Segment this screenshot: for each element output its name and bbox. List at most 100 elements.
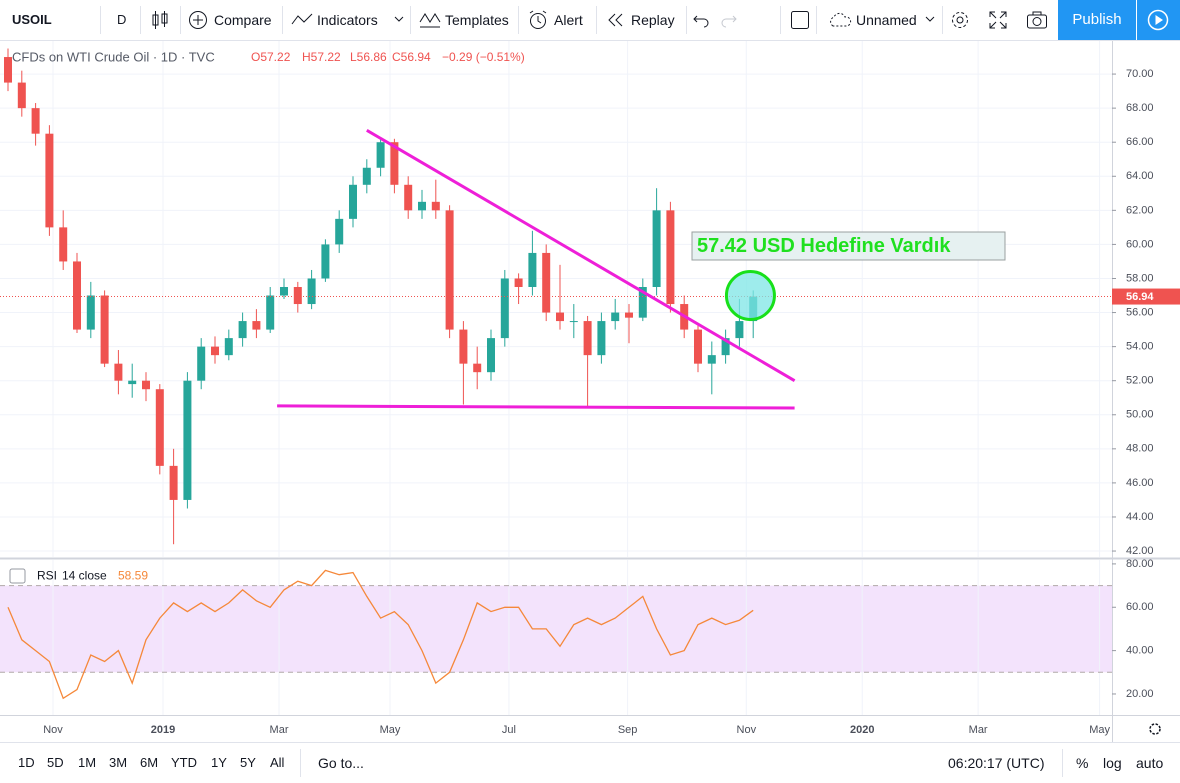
axis-settings-icon[interactable] — [1149, 723, 1161, 735]
candle-icon[interactable] — [151, 10, 169, 30]
goto[interactable]: Go to... — [318, 755, 364, 771]
range-button[interactable]: 5Y — [240, 755, 256, 770]
replay-icon[interactable] — [606, 10, 626, 30]
separator — [942, 6, 943, 34]
interval[interactable]: D — [117, 12, 127, 27]
annotation-box — [691, 231, 1006, 261]
redo[interactable] — [720, 10, 738, 30]
rsi-legend-icon — [9, 568, 26, 584]
price-tag — [1112, 288, 1180, 305]
candle-body — [735, 321, 744, 339]
percent-toggle[interactable]: % — [1076, 755, 1089, 771]
settings-icon[interactable] — [950, 10, 970, 30]
candle-body — [238, 321, 247, 339]
candle-body — [473, 363, 482, 373]
range-button[interactable]: 1Y — [211, 755, 227, 770]
candle-body — [625, 312, 634, 318]
legend-value: L56.86 — [350, 50, 387, 64]
candle-body — [487, 338, 496, 373]
play-icon[interactable] — [1147, 9, 1169, 31]
candle-body — [569, 321, 578, 323]
y-tick-label: 20.00 — [1126, 688, 1154, 700]
range-button[interactable]: 1M — [78, 755, 97, 770]
y-tick-label: 66.00 — [1126, 136, 1154, 148]
price-axis — [1112, 40, 1180, 742]
annotation-text: 57.42 USD Hedefine Vardık — [697, 235, 951, 257]
candle-body — [349, 184, 358, 219]
rsi-name: RSI — [37, 569, 57, 583]
x-tick-label: Nov — [43, 724, 63, 736]
candle-body — [59, 227, 68, 262]
range-button[interactable]: 6M — [140, 755, 159, 770]
range-button[interactable]: All — [270, 755, 285, 770]
clock: 06:20:17 (UTC) — [948, 755, 1045, 771]
candle-body — [155, 389, 164, 466]
symbol[interactable]: USOIL — [12, 12, 52, 27]
y-tick-label: 54.00 — [1126, 341, 1154, 353]
separator — [140, 6, 141, 34]
compare[interactable]: Compare — [214, 12, 272, 28]
candle-body — [376, 142, 385, 168]
chevron[interactable] — [394, 16, 404, 24]
candle-body — [445, 210, 454, 330]
chart-title: CFDs on WTI Crude Oil · 1D · TVC — [12, 49, 215, 64]
x-tick-label: Mar — [270, 724, 289, 736]
candle-body — [4, 57, 13, 83]
candle-body — [266, 295, 275, 330]
undo[interactable] — [692, 10, 710, 30]
layout-name[interactable]: Unnamed — [856, 12, 917, 28]
candle-body — [597, 321, 606, 356]
fullscreen-icon[interactable] — [988, 10, 1008, 30]
candle-body — [293, 287, 302, 305]
legend-value: C56.94 — [392, 50, 431, 64]
indicators-icon[interactable] — [291, 10, 313, 30]
log-toggle[interactable]: log — [1103, 755, 1122, 771]
alert[interactable]: Alert — [554, 12, 583, 28]
candle-body — [404, 184, 413, 211]
candle-body — [280, 287, 289, 296]
alert-icon[interactable] — [527, 10, 549, 30]
range-button[interactable]: 1D — [18, 755, 35, 770]
separator — [100, 6, 101, 34]
y-tick-label: 48.00 — [1126, 443, 1154, 455]
play-button[interactable] — [1137, 0, 1180, 40]
candle-body — [390, 142, 399, 185]
indicators[interactable]: Indicators — [317, 12, 378, 28]
snapshot-icon[interactable] — [1026, 10, 1048, 30]
separator — [816, 6, 817, 34]
templates[interactable]: Templates — [445, 12, 509, 28]
compare-icon[interactable] — [188, 10, 208, 30]
candle-body — [31, 108, 40, 134]
separator — [300, 749, 301, 777]
y-tick-label: 42.00 — [1126, 545, 1154, 557]
legend-value: −0.29 (−0.51%) — [442, 50, 525, 64]
templates-icon[interactable] — [419, 10, 441, 30]
y-tick-label: 58.00 — [1126, 272, 1154, 284]
separator — [180, 6, 181, 34]
range-button[interactable]: 3M — [109, 755, 128, 770]
y-tick-label: 62.00 — [1126, 204, 1154, 216]
candle-body — [142, 380, 151, 390]
x-tick-label: 2019 — [151, 724, 175, 736]
candle-body — [459, 329, 468, 364]
candle-body — [583, 321, 592, 356]
separator — [686, 6, 687, 34]
publish-button[interactable]: Publish — [1058, 0, 1136, 40]
y-tick-label: 44.00 — [1126, 511, 1154, 523]
candle-body — [211, 346, 220, 356]
top-toolbar: USOIL D Compare Indicators Templates Ale… — [0, 0, 1180, 41]
range-button[interactable]: YTD — [171, 755, 197, 770]
candle-body — [224, 338, 233, 356]
candle-body — [17, 82, 26, 109]
candle-body — [307, 278, 316, 305]
y-tick-label: 70.00 — [1126, 68, 1154, 80]
range-button[interactable]: 5D — [47, 755, 64, 770]
cloud-icon[interactable] — [827, 10, 853, 30]
rectangle-tool[interactable] — [790, 10, 810, 30]
candle-body — [666, 210, 675, 305]
auto-toggle[interactable]: auto — [1136, 755, 1164, 771]
candle-body — [638, 287, 647, 318]
replay[interactable]: Replay — [631, 12, 675, 28]
chevron[interactable] — [925, 16, 935, 24]
rsi-params: 14 close — [62, 569, 107, 583]
